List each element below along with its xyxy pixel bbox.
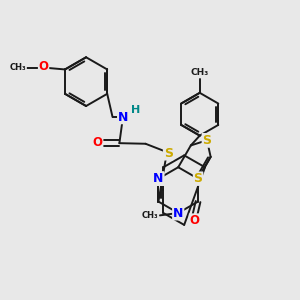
Text: N: N	[173, 206, 183, 220]
Text: S: S	[202, 134, 211, 147]
Text: N: N	[153, 172, 164, 185]
Text: O: O	[39, 60, 49, 73]
Text: CH₃: CH₃	[10, 63, 26, 72]
Text: N: N	[173, 206, 183, 220]
Text: S: S	[202, 134, 211, 147]
Text: S: S	[164, 147, 172, 160]
Text: CH₃: CH₃	[142, 211, 159, 220]
Text: H: H	[131, 106, 140, 116]
Text: CH₃: CH₃	[190, 68, 209, 77]
Text: S: S	[194, 172, 202, 185]
Text: O: O	[190, 214, 200, 227]
Text: O: O	[93, 136, 103, 149]
Text: N: N	[118, 110, 128, 124]
Text: N: N	[153, 172, 164, 185]
